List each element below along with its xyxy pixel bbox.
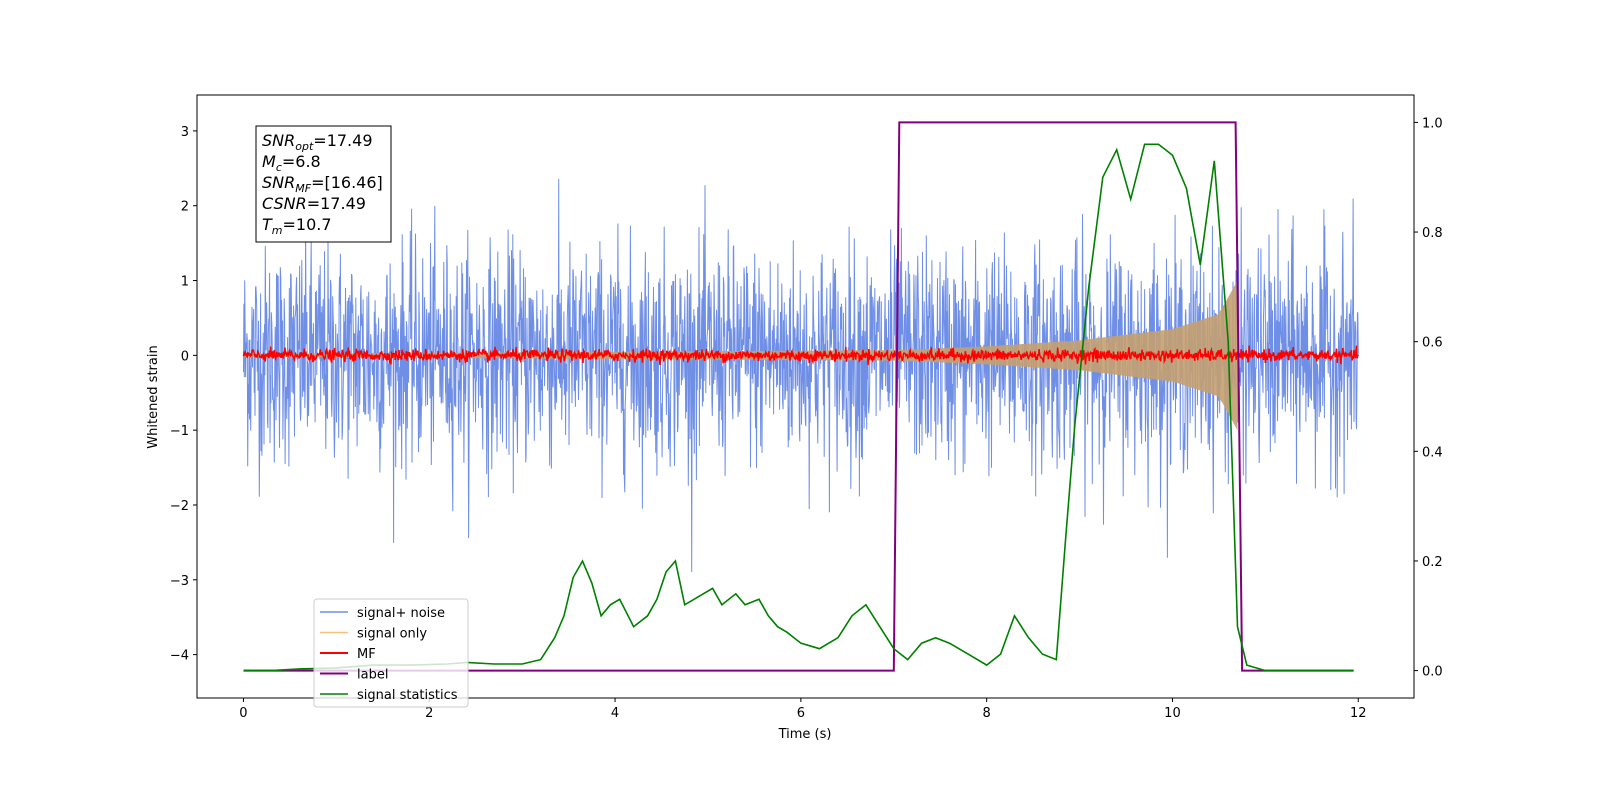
- annotation-frame: [255, 125, 392, 243]
- x-tick-label: 10: [1164, 706, 1181, 721]
- y2-axis: 0.0 0.2 0.4 0.6 0.8 1.0: [1414, 116, 1443, 680]
- legend-label: label: [357, 668, 388, 683]
- y-tick-label: 3: [181, 125, 189, 140]
- x-tick-label: 6: [797, 706, 805, 721]
- plot-content: [242, 121, 1359, 672]
- annotation-line: SNRopt=17.49: [262, 131, 373, 153]
- legend-label: MF: [357, 647, 376, 662]
- annotation-value: =6.8: [282, 152, 321, 171]
- x-tick-label: 4: [611, 706, 619, 721]
- y-tick-label: 1: [181, 275, 189, 290]
- plot-frame: [196, 94, 1415, 699]
- legend-frame: [313, 598, 469, 708]
- annotation-symbol: SNR: [262, 173, 295, 192]
- annotation-subscript: c: [276, 161, 282, 174]
- annotation-line: Mc=6.8: [262, 152, 321, 174]
- x-tick-label: 2: [425, 706, 433, 721]
- y-axis: −4 −3 −2 −1 0 1 2 3: [170, 125, 197, 664]
- legend: signal+ noise signal only MF label signal st…: [313, 598, 469, 708]
- annotation-line: Tm=10.7: [262, 215, 332, 237]
- annotation-subscript: MF: [295, 182, 311, 195]
- y2-tick-label: 0.8: [1422, 226, 1443, 241]
- y2-tick-label: 0.2: [1422, 555, 1443, 570]
- y-tick-label: −1: [170, 424, 189, 439]
- x-tick-label: 0: [239, 706, 247, 721]
- y2-tick-label: 1.0: [1422, 116, 1443, 131]
- legend-label: signal+ noise: [357, 606, 445, 621]
- annotation-symbol: T: [262, 215, 273, 234]
- annotation-line: CSNR=17.49: [262, 194, 366, 213]
- y2-tick-label: 0.6: [1422, 336, 1443, 351]
- y2-tick-label: 0.4: [1422, 445, 1443, 460]
- y-tick-label: −2: [170, 499, 189, 514]
- annotation-symbol: CSNR: [262, 194, 307, 213]
- series-label-line: [243, 121, 1354, 672]
- y-axis-label: Whitened strain: [146, 345, 161, 448]
- y-tick-label: 0: [181, 349, 189, 364]
- y-tick-label: 2: [181, 200, 189, 215]
- x-tick-label: 12: [1350, 706, 1367, 721]
- annotation-value: =[16.46]: [311, 173, 383, 192]
- y2-tick-label: 0.0: [1422, 665, 1443, 680]
- annotation-value: =17.49: [313, 131, 372, 150]
- annotation-symbol: SNR: [262, 131, 295, 150]
- annotation-line: SNRMF=[16.46]: [262, 173, 383, 195]
- annotation-box: SNRopt=17.49Mc=6.8SNRMF=[16.46]CSNR=17.4…: [255, 125, 392, 243]
- annotation-subscript: m: [272, 224, 283, 237]
- series-mf-line: [242, 345, 1359, 366]
- y-tick-label: −3: [170, 574, 189, 589]
- x-axis-label: Time (s): [778, 727, 832, 742]
- legend-label: signal only: [357, 627, 427, 642]
- legend-label: signal statistics: [357, 688, 458, 703]
- annotation-value: =10.7: [283, 215, 332, 234]
- x-tick-label: 8: [983, 706, 991, 721]
- annotation-value: =17.49: [307, 194, 366, 213]
- annotation-symbol: M: [262, 152, 276, 171]
- series-signal-statistics-line: [243, 143, 1354, 672]
- y-tick-label: −4: [170, 649, 189, 664]
- annotation-subscript: opt: [295, 140, 314, 153]
- x-axis: 0 2 4 6 8 10 12: [239, 698, 1367, 721]
